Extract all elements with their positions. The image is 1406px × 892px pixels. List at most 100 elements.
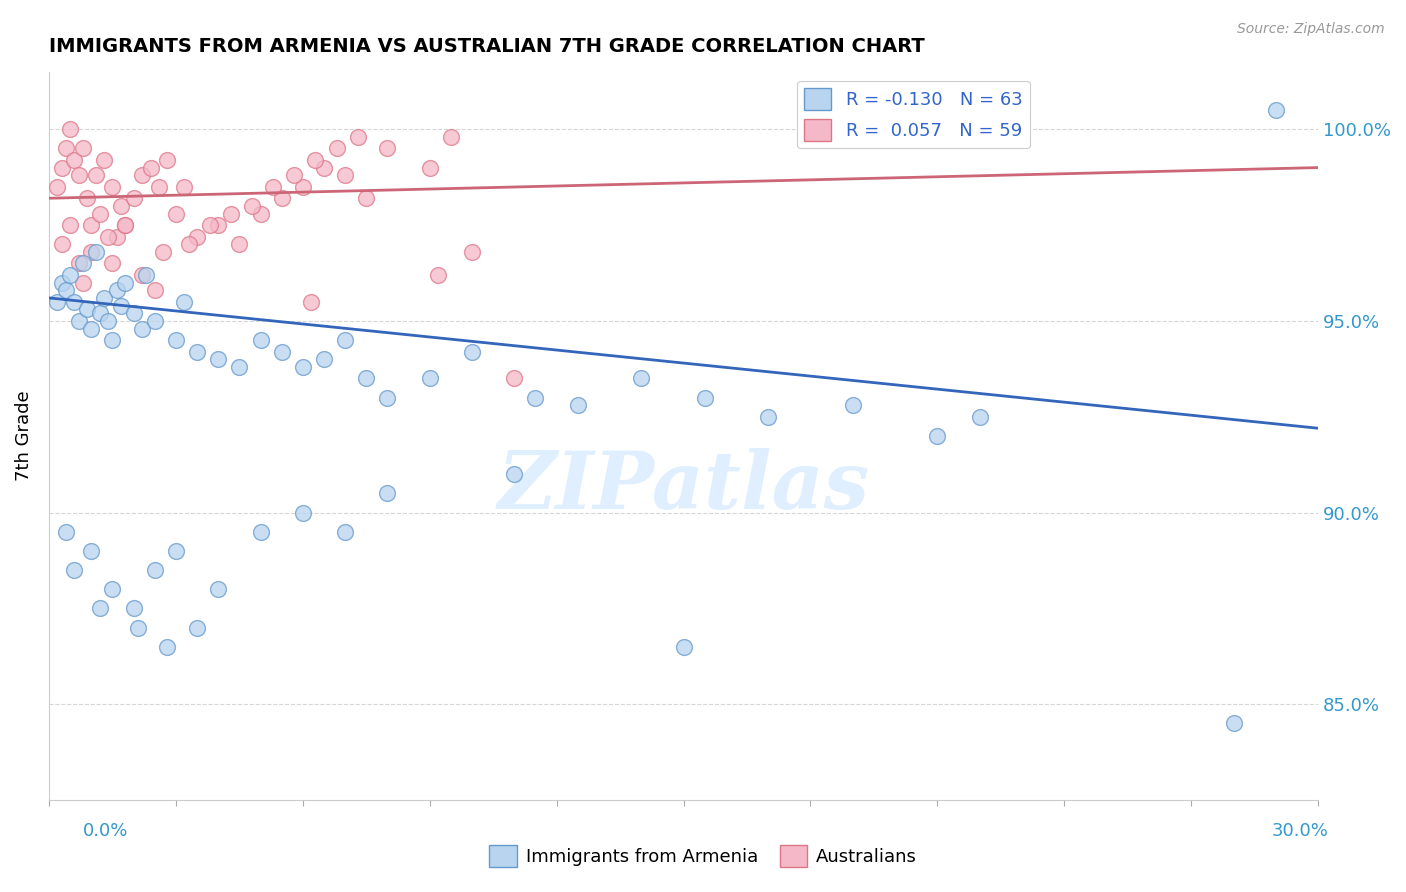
Point (524, 391, 547, 405)
Point (228, 359, 250, 374)
Point (198, 218, 221, 232)
Point (333, 168, 356, 182)
Text: ZIPatlas: ZIPatlas (498, 448, 870, 525)
Point (59, 122, 82, 136)
Point (249, 206, 271, 220)
Point (143, 283, 166, 297)
Point (299, 294, 322, 309)
Point (152, 244, 174, 259)
Point (672, 640, 695, 654)
Legend: Immigrants from Armenia, Australians: Immigrants from Armenia, Australians (482, 838, 924, 874)
Point (377, 391, 399, 405)
Point (461, 344, 484, 359)
Point (756, 409, 779, 424)
Point (63, 153, 86, 167)
Point (59, 218, 82, 232)
Point (419, 161, 441, 175)
Point (291, 506, 314, 520)
Point (461, 244, 484, 259)
Point (419, 371, 441, 385)
Text: 30.0%: 30.0% (1272, 822, 1329, 840)
Point (249, 524, 271, 539)
Legend: R = -0.130   N = 63, R =  0.057   N = 59: R = -0.130 N = 63, R = 0.057 N = 59 (797, 81, 1029, 148)
Point (97, 314, 120, 328)
Point (46, 294, 69, 309)
Point (63, 563, 86, 577)
Point (291, 179, 314, 194)
Point (219, 206, 242, 220)
Point (89, 306, 111, 320)
Point (80, 544, 103, 558)
Point (173, 179, 195, 194)
Point (46, 179, 69, 194)
Point (93, 291, 115, 305)
Point (173, 294, 195, 309)
Point (72, 276, 94, 290)
Point (67, 314, 90, 328)
Point (270, 191, 292, 205)
Point (270, 344, 292, 359)
Point (440, 129, 463, 144)
Point (186, 229, 208, 244)
Point (105, 283, 128, 297)
Point (122, 191, 145, 205)
Point (55, 141, 77, 155)
Point (80, 244, 103, 259)
Point (207, 218, 229, 232)
Point (177, 237, 200, 252)
Point (80, 321, 103, 335)
Point (283, 168, 305, 182)
Point (186, 344, 208, 359)
Point (131, 268, 153, 282)
Point (93, 153, 115, 167)
Point (842, 398, 865, 412)
Point (186, 621, 208, 635)
Point (135, 268, 157, 282)
Point (72, 256, 94, 270)
Point (84, 244, 107, 259)
Point (377, 486, 399, 500)
Point (156, 640, 179, 654)
Point (207, 352, 229, 367)
Point (122, 306, 145, 320)
Point (114, 276, 136, 290)
Point (131, 168, 153, 182)
Point (312, 352, 335, 367)
Point (333, 333, 356, 347)
Point (262, 179, 284, 194)
Point (304, 153, 326, 167)
Point (67, 256, 90, 270)
Point (51, 161, 73, 175)
Point (114, 218, 136, 232)
Point (143, 314, 166, 328)
Point (55, 283, 77, 297)
Point (356, 191, 378, 205)
Point (127, 621, 149, 635)
Point (165, 544, 187, 558)
Point (630, 371, 652, 385)
Point (969, 409, 991, 424)
Point (67, 168, 90, 182)
Point (101, 179, 124, 194)
Point (72, 141, 94, 155)
Point (101, 256, 124, 270)
Y-axis label: 7th Grade: 7th Grade (15, 391, 32, 481)
Point (567, 398, 589, 412)
Point (1222, 716, 1244, 731)
Text: Source: ZipAtlas.com: Source: ZipAtlas.com (1237, 22, 1385, 37)
Point (101, 333, 124, 347)
Point (63, 294, 86, 309)
Text: 0.0%: 0.0% (83, 822, 128, 840)
Point (207, 582, 229, 597)
Point (110, 199, 132, 213)
Point (105, 229, 128, 244)
Point (76, 191, 98, 205)
Point (59, 268, 82, 282)
Point (143, 563, 166, 577)
Point (312, 161, 335, 175)
Point (927, 429, 949, 443)
Point (156, 153, 179, 167)
Point (89, 601, 111, 615)
Point (148, 179, 170, 194)
Point (55, 524, 77, 539)
